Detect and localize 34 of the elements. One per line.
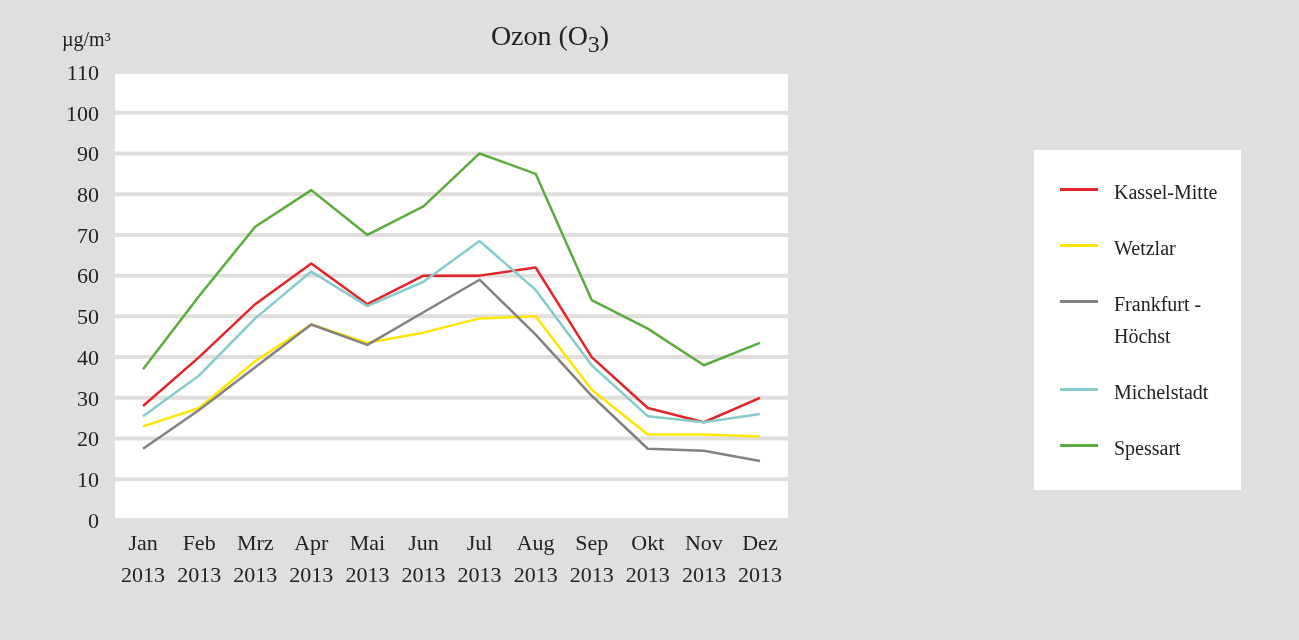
y-tick-label: 100 bbox=[66, 100, 99, 126]
x-tick-label: Dez 2013 bbox=[737, 530, 782, 587]
legend-label: Wetzlar bbox=[1114, 236, 1177, 261]
line-series bbox=[141, 278, 762, 463]
x-tick-label: Jan 2013 bbox=[121, 530, 166, 587]
x-tick-label: Okt 2013 bbox=[625, 530, 670, 587]
y-tick-label: 90 bbox=[77, 141, 99, 167]
x-tick-label: Nov 2013 bbox=[681, 530, 726, 587]
y-tick-label: 20 bbox=[77, 426, 99, 452]
y-tick-label: 0 bbox=[88, 507, 99, 533]
x-tick-label: Sep 2013 bbox=[569, 530, 614, 587]
x-tick-label: Aug 2013 bbox=[513, 530, 558, 587]
y-axis-title: µg/m³ bbox=[62, 28, 111, 51]
line-series bbox=[141, 315, 762, 438]
y-tick-label: 30 bbox=[77, 385, 99, 411]
legend-label: Spessart bbox=[1114, 436, 1182, 462]
y-tick-label: 110 bbox=[66, 59, 99, 85]
x-tick-label: Apr 2013 bbox=[289, 530, 334, 587]
y-tick-label: 40 bbox=[77, 344, 99, 370]
legend-label: Michelstadt bbox=[1114, 380, 1210, 405]
x-tick-label: Jul 2013 bbox=[457, 530, 502, 587]
x-tick-label: Mrz 2013 bbox=[233, 530, 278, 587]
legend-label: Kassel-Mitte bbox=[1114, 180, 1219, 205]
y-tick-label: 60 bbox=[77, 263, 99, 289]
y-tick-label: 70 bbox=[77, 222, 99, 248]
x-tick-label: Mai 2013 bbox=[345, 530, 390, 587]
line-series bbox=[141, 152, 762, 371]
chart-title: Ozon (O$_{3}$) bbox=[490, 20, 610, 57]
y-tick-label: 50 bbox=[77, 304, 99, 330]
x-tick-label: Feb 2013 bbox=[177, 530, 222, 587]
y-tick-label: 10 bbox=[77, 467, 99, 493]
y-tick-label: 80 bbox=[77, 181, 99, 207]
legend-label: Frankfurt - Höchst bbox=[1114, 292, 1203, 349]
x-tick-label: Jun 2013 bbox=[401, 530, 446, 587]
